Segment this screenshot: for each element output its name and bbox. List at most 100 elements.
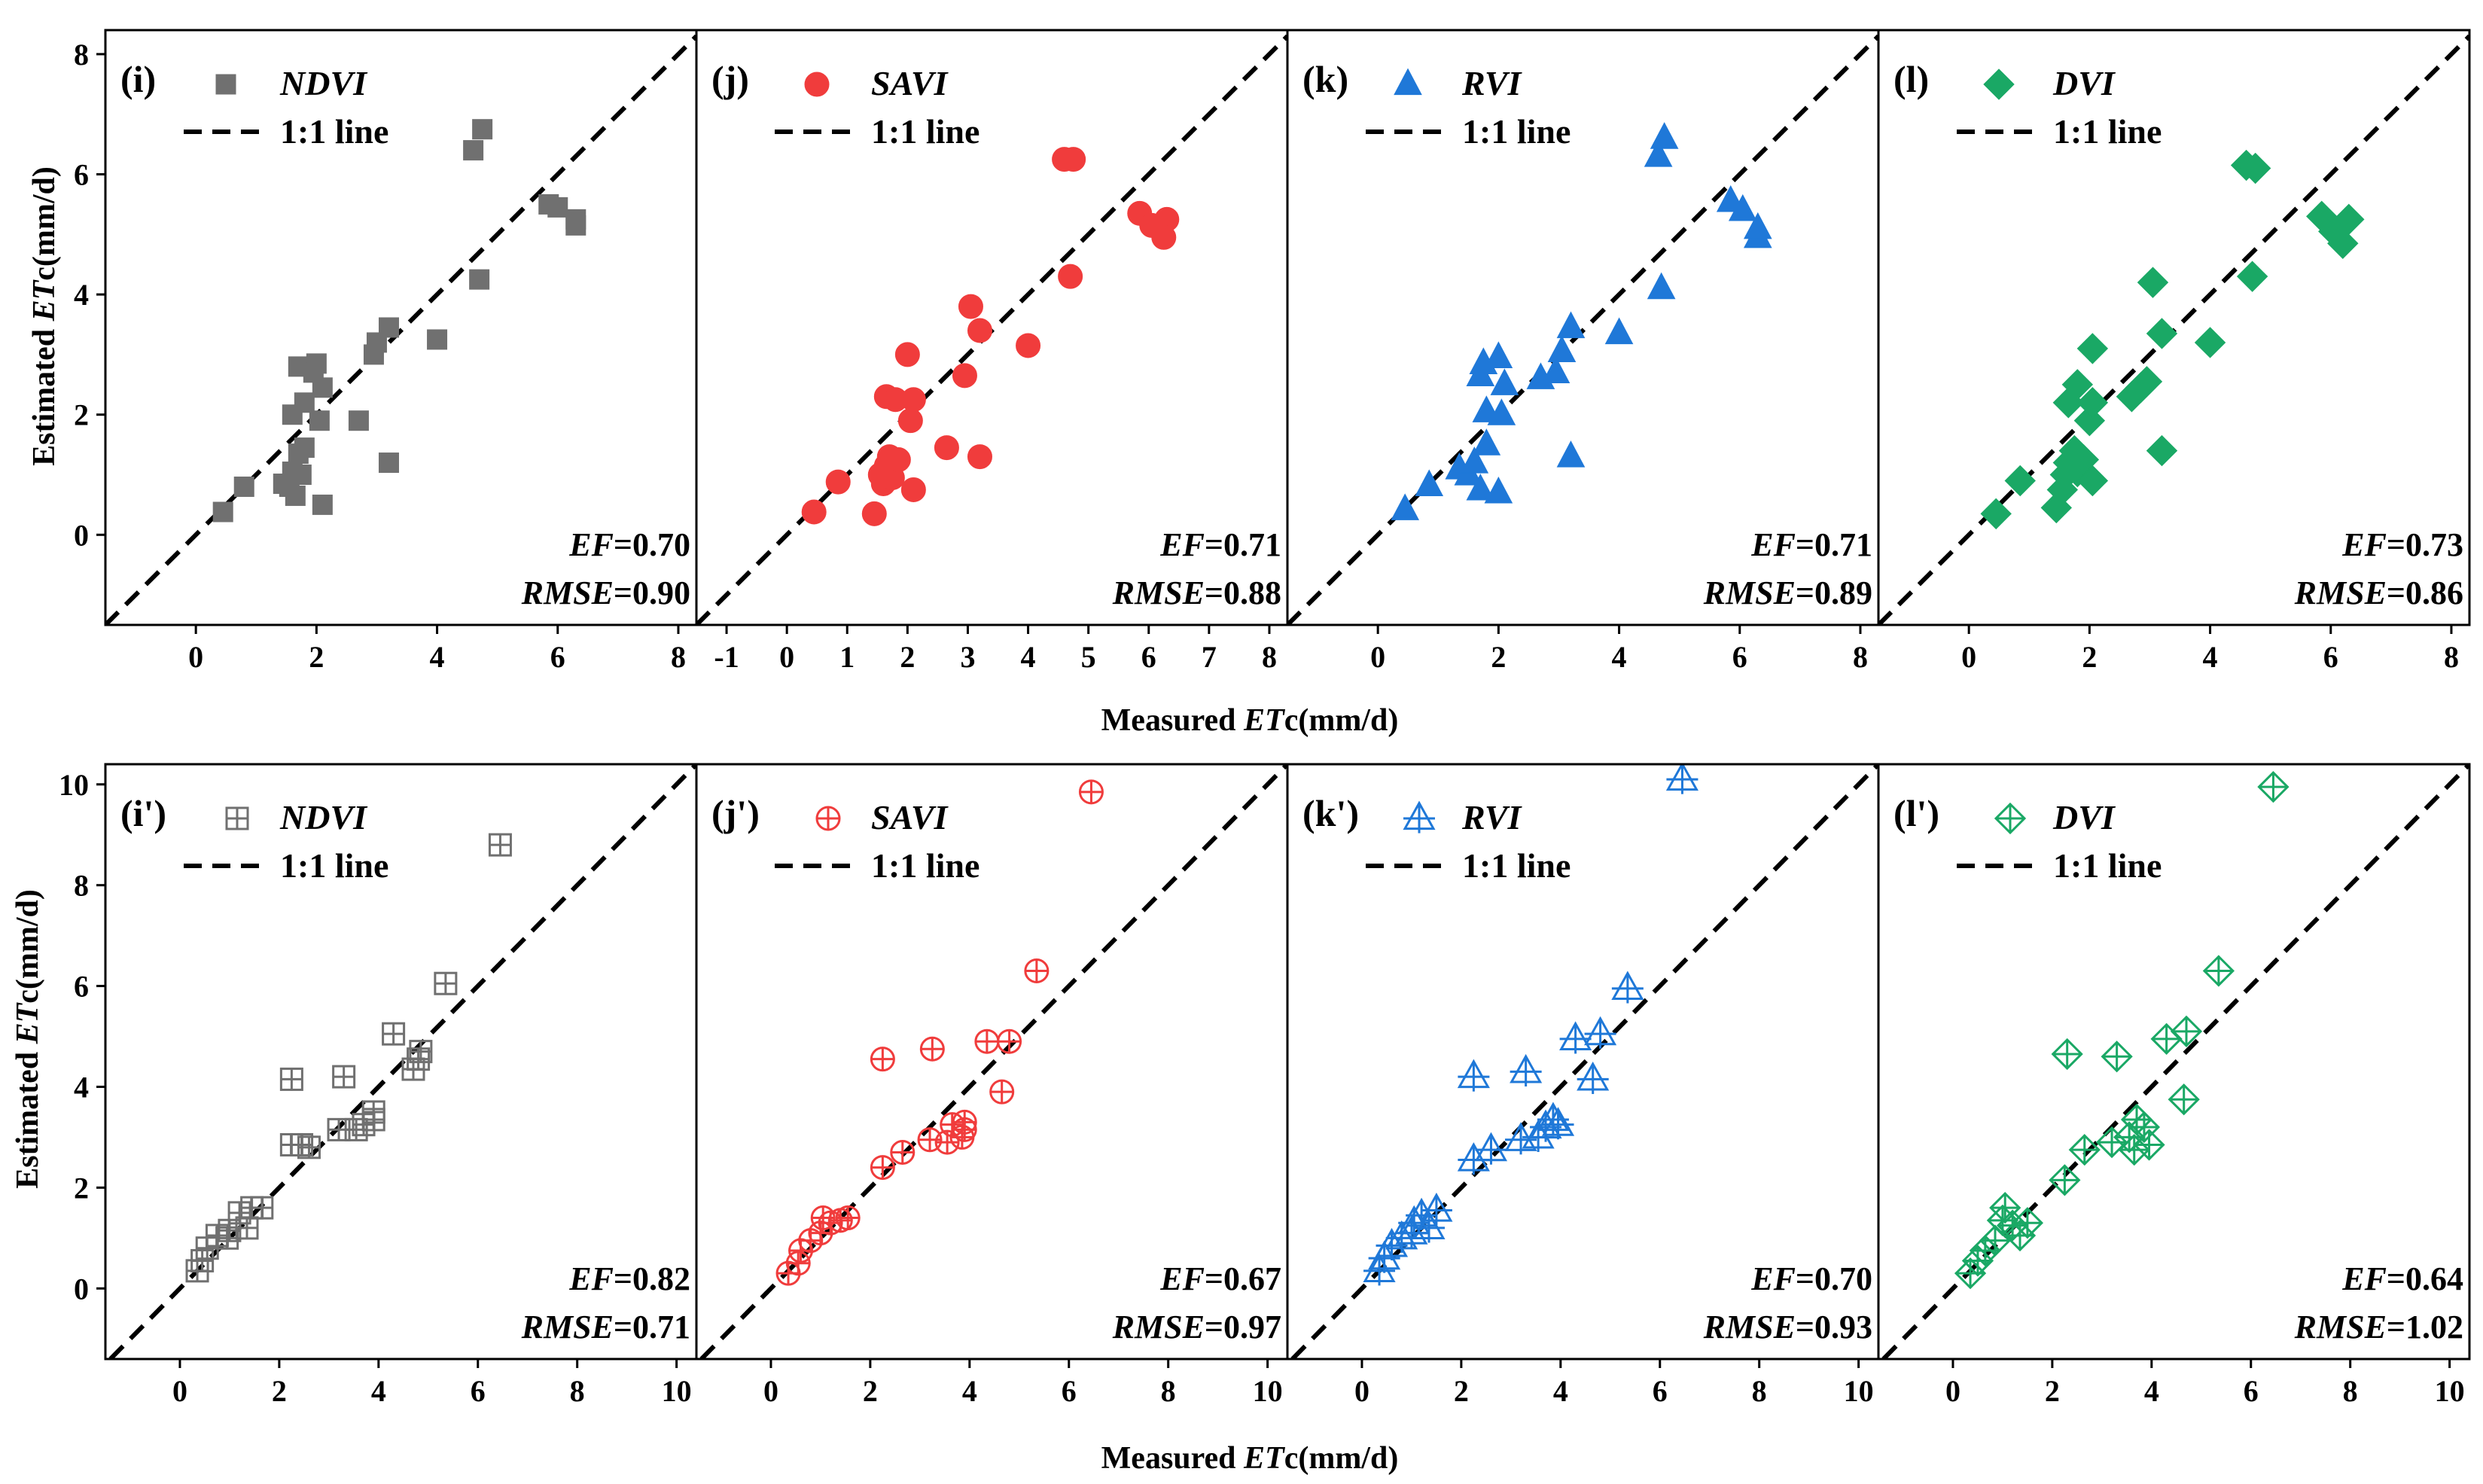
y-axis-label-top: Estimated ETc(mm/d): [27, 166, 62, 466]
y-tick-label: 6: [74, 970, 89, 1004]
x-tick-label: 6: [2244, 1374, 2259, 1408]
data-point: [917, 1127, 943, 1153]
legend-marker: [1394, 68, 1422, 96]
x-tick-label: 2: [1454, 1374, 1469, 1408]
legend-series-label: SAVI: [871, 798, 949, 836]
x-tick-label: 6: [1062, 1374, 1077, 1408]
panel-k: 0 2 4 6 8 (k) RVI 1:1 line EF=0.71 RMSE=0.89: [1286, 29, 1880, 674]
ef-stat: EF=0.71: [1750, 526, 1872, 563]
data-point: [1457, 1059, 1490, 1092]
data-point: [469, 269, 490, 290]
data-point: [427, 329, 448, 350]
data-point: [2333, 203, 2365, 236]
data-point: [900, 477, 926, 502]
legend-line-label: 1:1 line: [871, 846, 979, 885]
x-tick-label: 4: [962, 1374, 977, 1408]
rmse-stat: RMSE=0.97: [1112, 1309, 1281, 1345]
stats: EF=0.70 RMSE=0.90: [521, 526, 690, 611]
legend-marker: [225, 806, 249, 830]
data-point: [2146, 318, 2178, 349]
points: [1954, 771, 2290, 1290]
data-point: [952, 363, 977, 389]
x-tick-label: -1: [714, 640, 739, 674]
legend-line-label: 1:1 line: [280, 112, 388, 151]
data-point: [2061, 369, 2094, 401]
data-point: [967, 318, 992, 343]
x-tick-label: 6: [550, 640, 565, 674]
legend: DVI 1:1 line: [1957, 64, 2162, 151]
x-tick-label: 6: [1141, 640, 1156, 674]
stats: EF=0.64 RMSE=1.02: [2294, 1260, 2463, 1345]
data-point: [382, 1022, 406, 1046]
data-point: [801, 499, 827, 525]
x-tick-label: 3: [960, 640, 975, 674]
x-tick-label: 0: [779, 640, 794, 674]
x-tick-label: 0: [172, 1374, 187, 1408]
one-to-one-line: [1290, 764, 1878, 1359]
stats: EF=0.73 RMSE=0.86: [2294, 526, 2463, 611]
data-point: [870, 1047, 895, 1072]
panel-i: 0 2 4 6 8 0 2 4 6 8 (i) NDVI 1:1 line EF=0.70 RMSE=0.9…: [74, 29, 698, 674]
x-tick-label: 10: [1253, 1374, 1283, 1408]
y-tick-label: 4: [74, 278, 89, 312]
data-point: [1650, 122, 1679, 149]
legend-line-label: 1:1 line: [871, 112, 979, 151]
y-tick-label: 4: [74, 1070, 89, 1104]
ef-stat: EF=0.82: [568, 1260, 690, 1297]
legend-line-label: 1:1 line: [1462, 846, 1571, 885]
legend: DVI 1:1 line: [1957, 798, 2162, 885]
rmse-stat: RMSE=0.89: [1703, 574, 1872, 611]
y-tick-label: 6: [74, 158, 89, 192]
data-point: [2170, 1015, 2203, 1047]
data-point: [1611, 971, 1644, 1004]
data-point: [1420, 1193, 1453, 1226]
data-point: [2101, 1041, 2133, 1073]
data-point: [291, 465, 312, 486]
data-point: [2011, 1207, 2044, 1239]
data-point: [285, 485, 306, 506]
data-point: [488, 833, 512, 857]
data-point: [190, 1248, 215, 1272]
points: [1391, 122, 1772, 520]
rmse-stat: RMSE=0.86: [2294, 574, 2463, 611]
ef-stat: EF=0.70: [1750, 1260, 1872, 1297]
ef-stat: EF=0.67: [1159, 1260, 1281, 1297]
stats: EF=0.82 RMSE=0.71: [521, 1260, 690, 1345]
points: [801, 147, 1180, 526]
data-point: [279, 1067, 303, 1091]
panel-label: (l'): [1893, 792, 1939, 834]
data-point: [2049, 1164, 2081, 1196]
x-tick-label: 6: [1653, 1374, 1668, 1408]
x-tick-label: 0: [1370, 640, 1385, 674]
x-tick-label: 4: [1553, 1374, 1568, 1408]
data-point: [250, 1196, 274, 1220]
data-point: [227, 1201, 251, 1225]
legend-series-label: DVI: [2052, 64, 2116, 102]
points: [775, 779, 1104, 1286]
x-tick-label: 7: [1202, 640, 1217, 674]
data-point: [2076, 333, 2109, 364]
data-point: [785, 1251, 811, 1276]
legend: RVI 1:1 line: [1366, 798, 1571, 885]
data-point: [2150, 1022, 2183, 1055]
data-point: [997, 1028, 1022, 1054]
one-to-one-line: [1881, 764, 2469, 1359]
panel-label: (i): [120, 58, 156, 100]
data-point: [900, 387, 926, 413]
legend-series-label: RVI: [1461, 64, 1523, 102]
legend-series-label: DVI: [2052, 798, 2116, 836]
data-point: [472, 119, 493, 140]
data-point: [2194, 327, 2226, 358]
legend: SAVI 1:1 line: [775, 798, 979, 885]
data-point: [1743, 212, 1772, 239]
data-point: [1556, 440, 1586, 468]
data-point: [309, 410, 330, 431]
y-tick-label: 0: [74, 518, 89, 552]
stats: EF=0.71 RMSE=0.89: [1703, 526, 1872, 611]
data-point: [1058, 264, 1083, 289]
y-tick-label: 8: [74, 38, 89, 72]
data-point: [463, 140, 484, 161]
panels: 0 2 4 6 8 0 2 4 6 8 (i) NDVI 1:1 line EF=0.70 RMSE=0.9…: [59, 29, 2471, 1408]
one-to-one-line: [699, 764, 1287, 1359]
data-point: [1547, 335, 1577, 363]
